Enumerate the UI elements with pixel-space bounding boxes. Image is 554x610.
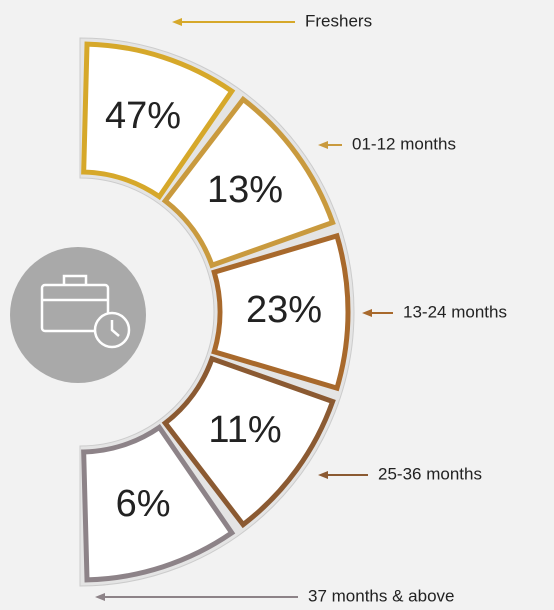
percent-label: 47% (105, 95, 181, 137)
category-label: Freshers (305, 11, 372, 30)
segment (211, 232, 351, 392)
segment (81, 41, 236, 201)
category-label: 01-12 months (352, 134, 456, 153)
percent-label: 6% (116, 483, 171, 525)
category-label: 25-36 months (378, 464, 482, 483)
percent-label: 11% (208, 409, 281, 451)
segment (161, 95, 336, 269)
category-label: 37 months & above (308, 586, 454, 605)
pointer-arrow (362, 309, 372, 317)
percent-label: 23% (246, 289, 322, 331)
pointer-arrow (318, 141, 328, 149)
pointer-arrow (318, 471, 328, 479)
segment (161, 355, 336, 529)
pointer-arrow (172, 18, 182, 26)
pointer-arrow (95, 593, 105, 601)
briefcase-icon (10, 247, 146, 383)
category-label: 13-24 months (403, 302, 507, 321)
segment (81, 423, 236, 583)
percent-label: 13% (207, 169, 283, 211)
